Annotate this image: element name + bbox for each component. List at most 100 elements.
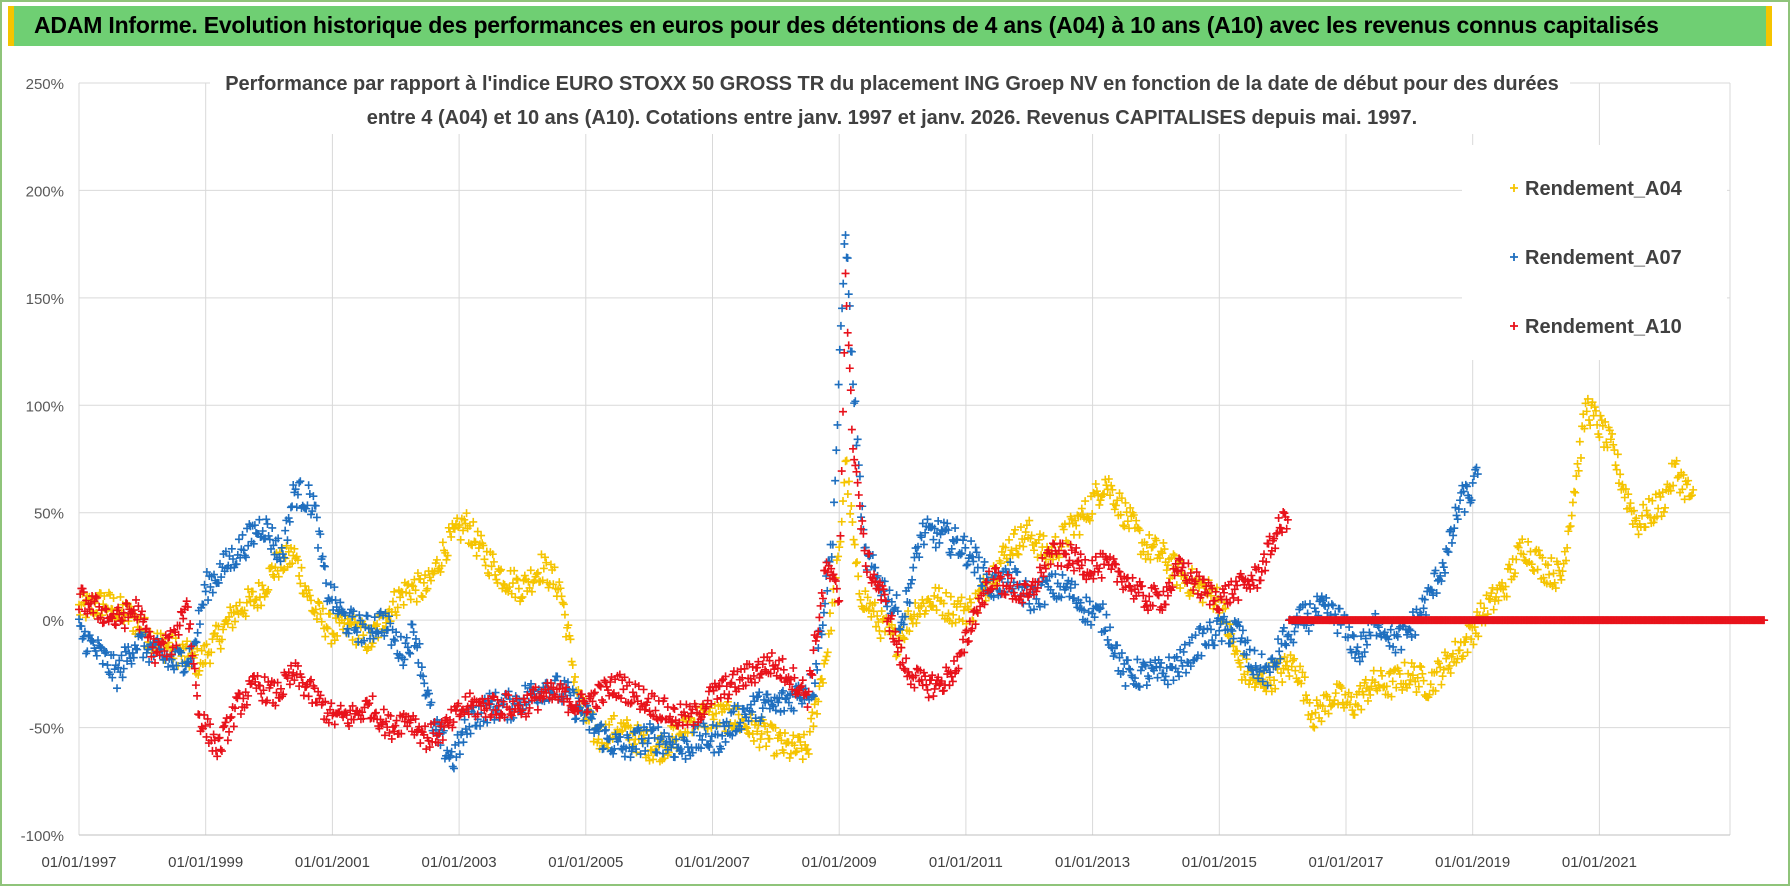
rendement-a10-point [830, 575, 839, 584]
rendement-a10-point [359, 714, 368, 723]
rendement-a10-point [766, 669, 775, 678]
rendement-a07-point [947, 544, 956, 553]
rendement-a04-point [876, 634, 885, 643]
rendement-a04-point [848, 518, 857, 527]
rendement-a07-point [351, 623, 360, 632]
rendement-a07-point [1123, 656, 1132, 665]
rendement-a10-point [1237, 573, 1246, 582]
rendement-a10-point [1234, 596, 1243, 605]
rendement-a04-point [1280, 653, 1289, 662]
rendement-a04-point [934, 584, 943, 593]
rendement-a04-point [418, 593, 427, 602]
rendement-a04-point [846, 509, 855, 518]
rendement-a04-point [438, 538, 447, 547]
rendement-a04-point [1330, 696, 1339, 705]
rendement-a07-point [415, 639, 424, 648]
rendement-a10-point [546, 678, 555, 687]
rendement-a07-point [827, 553, 836, 562]
rendement-a07-point [823, 586, 832, 595]
rendement-a07-point [1169, 676, 1178, 685]
rendement-a10-point [842, 301, 851, 310]
rendement-a10-point [582, 708, 591, 717]
rendement-a04-point [1144, 550, 1153, 559]
rendement-a10-point [165, 632, 174, 641]
rendement-a04-point [1562, 556, 1570, 565]
rendement-a07-point [521, 681, 530, 690]
rendement-a10-point [861, 562, 870, 571]
rendement-a10-point [817, 588, 826, 597]
rendement-a07-point [204, 596, 213, 605]
rendement-a04-point [240, 606, 249, 615]
rendement-a07-point [653, 748, 662, 757]
rendement-a10-point [159, 639, 168, 648]
rendement-a04-point [1385, 669, 1394, 678]
rendement-a10-point [912, 664, 921, 673]
rendement-a04-point [840, 478, 849, 487]
rendement-a10-point [1073, 557, 1082, 566]
rendement-a04-point [1556, 571, 1565, 580]
rendement-a10-point [999, 581, 1008, 590]
rendement-a07-point [1343, 633, 1352, 642]
rendement-a07-point [1440, 568, 1449, 577]
rendement-a07-point [199, 600, 208, 609]
rendement-a04-point [461, 519, 470, 528]
rendement-a04-point [405, 589, 414, 598]
rendement-a04-point [1568, 498, 1577, 507]
rendement-a04-point [471, 538, 480, 547]
rendement-a07-point [843, 254, 852, 263]
rendement-a07-point [1235, 622, 1244, 631]
rendement-a10-point [1141, 597, 1150, 606]
rendement-a04-point [1502, 592, 1511, 601]
rendement-a04-point [1501, 582, 1510, 591]
rendement-a04-point [1236, 662, 1245, 671]
rendement-a10-point [628, 688, 637, 697]
rendement-a10-point [1154, 591, 1163, 600]
rendement-a04-point [1092, 487, 1101, 496]
rendement-a10-point [544, 685, 553, 694]
rendement-a07-point [1220, 612, 1229, 621]
rendement-a10-point [365, 699, 374, 708]
rendement-a07-point [757, 713, 766, 722]
rendement-a07-point [729, 707, 738, 716]
rendement-a07-point [1049, 589, 1058, 598]
rendement-a07-point [1284, 630, 1293, 639]
rendement-a07-point [1355, 657, 1364, 666]
rendement-a07-point [1180, 640, 1189, 649]
rendement-a07-point [1210, 641, 1219, 650]
rendement-a07-point [778, 686, 787, 695]
rendement-a10-point [330, 720, 339, 729]
rendement-a04-point [1132, 516, 1141, 525]
rendement-a07-point [193, 628, 202, 637]
rendement-a04-point [1545, 570, 1554, 579]
rendement-a07-point [906, 579, 915, 588]
rendement-a04-point [1567, 511, 1576, 520]
rendement-a04-point [109, 594, 118, 603]
rendement-a07-point [613, 737, 622, 746]
rendement-a10-point [1168, 583, 1177, 592]
rendement-a04-point [1277, 669, 1286, 678]
rendement-a07-point [277, 543, 286, 552]
rendement-a04-point [1626, 499, 1635, 508]
rendement-a07-point [1345, 623, 1354, 632]
y-axis-tick-labels: 250%200%150%100%50%0%-50%-100% [21, 76, 64, 845]
rendement-a04-point [1432, 667, 1441, 676]
rendement-a10-point [397, 729, 406, 738]
rendement-a07-point [1258, 677, 1267, 686]
rendement-a10-point [289, 668, 298, 677]
rendement-a04-point [1669, 481, 1678, 490]
rendement-a07-point [83, 647, 92, 656]
rendement-a10-point [831, 577, 840, 586]
rendement-a10-point [689, 720, 698, 729]
rendement-a10-point [92, 593, 101, 602]
rendement-a04-point [368, 639, 377, 648]
rendement-a10-point [985, 567, 994, 576]
rendement-a07-point [654, 723, 663, 732]
rendement-a10-point [996, 572, 1005, 581]
rendement-a10-point [493, 695, 502, 704]
rendement-a10-point [917, 675, 926, 684]
rendement-a07-point [1177, 656, 1186, 665]
rendement-a04-point [1641, 523, 1650, 532]
rendement-a07-point [446, 751, 455, 760]
rendement-a07-point [227, 544, 236, 553]
rendement-a04-point [1361, 675, 1370, 684]
